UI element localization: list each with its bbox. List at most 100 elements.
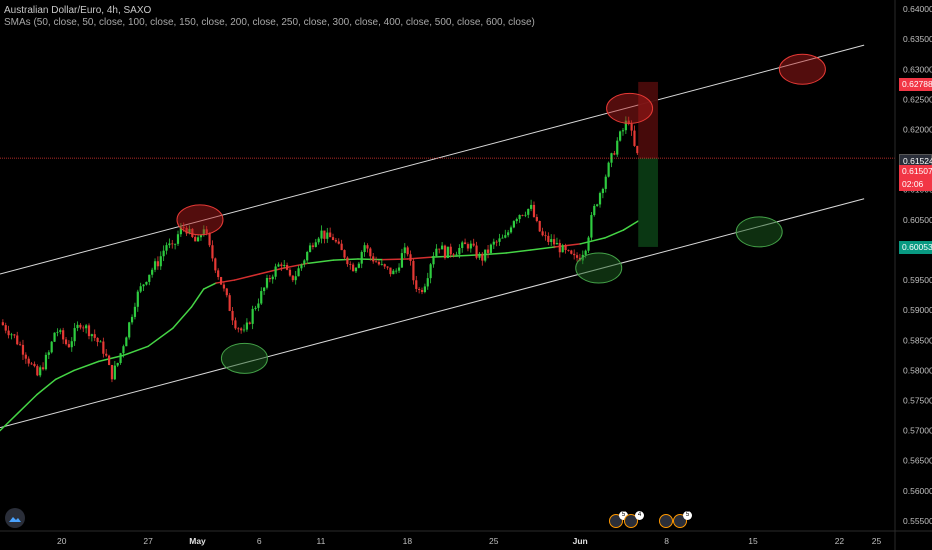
candle-body	[550, 239, 553, 242]
candle-body	[610, 153, 613, 163]
candle	[156, 256, 159, 270]
candle	[171, 240, 174, 249]
candle-body	[64, 339, 68, 345]
sma-segment	[604, 229, 625, 239]
candle	[633, 125, 636, 147]
lower-channel-line	[0, 198, 865, 429]
candle-body	[67, 344, 71, 348]
candle-body	[271, 276, 274, 280]
candle-body	[360, 252, 363, 264]
candle-body	[458, 247, 461, 255]
candle	[527, 208, 530, 219]
symbol-title[interactable]: Australian Dollar/Euro, 4h, SAXO	[4, 5, 152, 16]
sma-segment	[530, 246, 557, 251]
candle-body	[326, 232, 329, 239]
candle	[458, 244, 461, 259]
candle	[248, 321, 251, 325]
candle	[185, 225, 188, 237]
candle	[598, 191, 602, 208]
candle	[507, 229, 510, 238]
candle-body	[418, 288, 421, 291]
candle	[334, 237, 337, 244]
tradingview-logo-icon[interactable]	[5, 508, 25, 528]
candle	[24, 352, 27, 364]
price-tick-label: 0.62500	[903, 94, 932, 104]
candle	[99, 340, 102, 343]
parallel-channel[interactable]	[0, 44, 865, 429]
candle	[228, 293, 231, 312]
sma-segment	[98, 354, 125, 363]
candle-body	[199, 235, 203, 238]
touch-circles[interactable]	[176, 53, 826, 374]
price-tick-label: 0.57500	[903, 396, 932, 406]
candle	[217, 268, 220, 280]
price-tick-label: 0.60500	[903, 215, 932, 225]
candle-body	[297, 268, 300, 277]
candle	[627, 116, 630, 126]
candle-body	[257, 303, 260, 308]
indicator-legend[interactable]: SMAs (50, close, 50, close, 100, close, …	[4, 17, 535, 28]
candle-body	[374, 261, 378, 263]
candle	[331, 233, 335, 241]
candle-body	[538, 220, 541, 232]
candle-body	[90, 334, 93, 337]
candle-body	[501, 237, 504, 239]
candle-body	[593, 205, 596, 216]
candle-body	[604, 176, 607, 189]
short-position-tool[interactable]	[638, 81, 658, 247]
support-circle	[220, 342, 268, 374]
candle-body	[87, 325, 91, 337]
candle	[403, 243, 406, 259]
candle-body	[469, 243, 472, 249]
candle	[128, 321, 131, 340]
candle-body	[168, 243, 171, 246]
candle	[44, 352, 48, 371]
candle-body	[366, 245, 369, 249]
candle	[449, 243, 452, 258]
candle-body	[521, 214, 524, 216]
candle	[79, 323, 82, 330]
event-marker-3[interactable]	[659, 514, 673, 528]
candle	[285, 262, 289, 271]
candle-body	[294, 276, 297, 281]
candle	[10, 332, 13, 340]
sma-segment	[307, 259, 335, 264]
event-count-badge: 4	[635, 511, 644, 520]
candle-body	[498, 238, 501, 242]
candle-body	[119, 353, 122, 363]
candle	[354, 267, 358, 273]
candle-body	[466, 244, 470, 249]
candle-body	[573, 253, 576, 256]
candle-body	[110, 364, 114, 380]
price-label-entry: 0.61507	[899, 165, 932, 178]
candle-body	[570, 250, 573, 254]
candle-body	[461, 242, 464, 248]
candle-body	[343, 250, 346, 258]
candle	[446, 246, 449, 259]
candle-body	[125, 337, 128, 347]
support-circle	[735, 216, 783, 248]
candle	[564, 243, 567, 254]
candle	[280, 262, 283, 272]
candle-body	[228, 295, 231, 311]
candle-body	[251, 308, 254, 324]
sma-segment	[190, 288, 205, 308]
candle	[372, 253, 375, 264]
candle	[162, 245, 165, 262]
candle	[56, 328, 59, 337]
event-marker-2[interactable]	[624, 514, 638, 528]
candle-body	[357, 263, 360, 268]
candle	[82, 325, 85, 332]
candle	[314, 238, 317, 248]
candle	[552, 234, 556, 249]
candle-body	[472, 243, 475, 246]
candle	[535, 214, 538, 223]
candle	[194, 235, 197, 242]
candle-body	[429, 264, 432, 279]
candle-body	[231, 310, 234, 321]
candle	[159, 251, 162, 270]
time-axis[interactable]: 20 27 May 6 11 18 25 Jun 8 15 22 25	[0, 530, 932, 546]
candle	[492, 238, 495, 250]
time-tick-label: 25	[489, 536, 499, 546]
